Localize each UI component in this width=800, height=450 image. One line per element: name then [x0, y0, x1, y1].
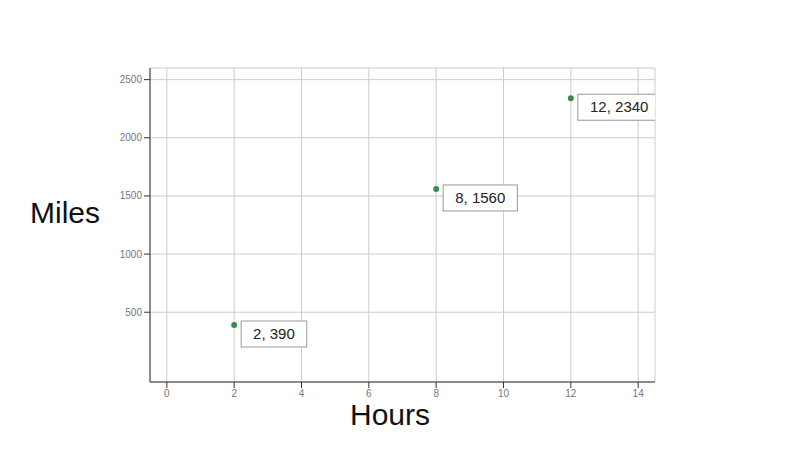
svg-text:12, 2340: 12, 2340 — [590, 98, 648, 115]
svg-text:1000: 1000 — [120, 249, 143, 260]
svg-text:1500: 1500 — [120, 190, 143, 201]
svg-text:2, 390: 2, 390 — [253, 325, 295, 342]
svg-text:8, 1560: 8, 1560 — [455, 189, 505, 206]
html-text:Hours: Hours — [350, 398, 430, 431]
svg-text:10: 10 — [498, 388, 510, 399]
svg-text:2: 2 — [231, 388, 237, 399]
svg-text:8: 8 — [433, 388, 439, 399]
html-text:Miles: Miles — [30, 196, 100, 229]
svg-text:0: 0 — [164, 388, 170, 399]
svg-text:2500: 2500 — [120, 74, 143, 85]
svg-text:4: 4 — [299, 388, 305, 399]
svg-text:6: 6 — [366, 388, 372, 399]
svg-text:500: 500 — [125, 307, 142, 318]
svg-text:2000: 2000 — [120, 132, 143, 143]
svg-text:12: 12 — [565, 388, 577, 399]
svg-text:14: 14 — [633, 388, 645, 399]
